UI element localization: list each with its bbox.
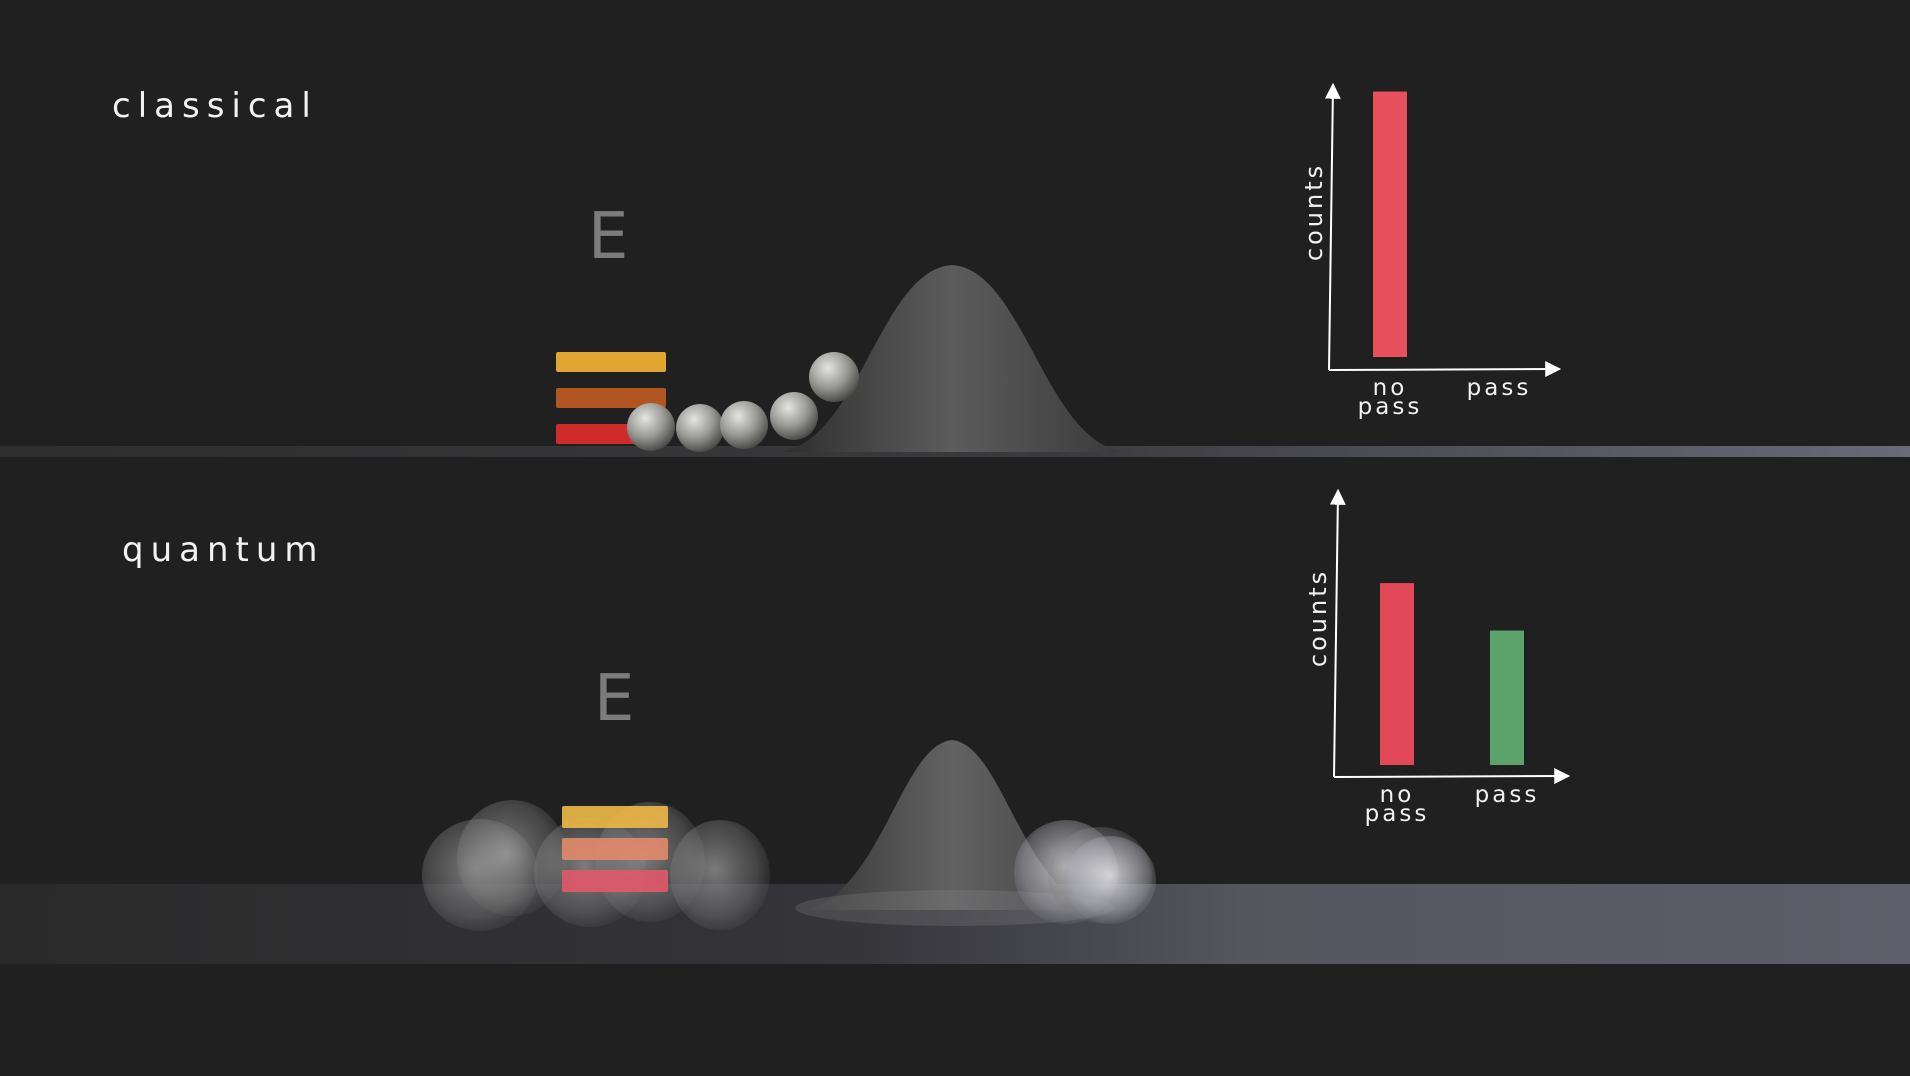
- quantum-title: quantum: [122, 530, 325, 570]
- classical-panel: [0, 265, 1910, 457]
- y-axis-label: counts: [1300, 163, 1328, 261]
- tick-label: pass: [1467, 375, 1532, 401]
- bar-no-pass: [1380, 583, 1414, 765]
- particle: [720, 401, 768, 449]
- wavepacket-right: [1014, 820, 1156, 924]
- quantum-energy-label: E: [594, 662, 635, 736]
- y-axis-label: counts: [1304, 569, 1332, 667]
- tick-label: pass: [1475, 782, 1540, 808]
- classical-counts-chart: counts no pass pass: [1300, 82, 1562, 420]
- quantum-counts-chart: counts no pass pass: [1304, 488, 1571, 827]
- particle: [627, 403, 675, 451]
- energy-level-high: [556, 352, 666, 372]
- particle: [770, 392, 818, 440]
- classical-barrier: [780, 265, 1124, 452]
- classical-energy-label: E: [588, 200, 629, 274]
- wavepacket-cloud: [1064, 836, 1156, 924]
- tick-label: no pass: [1358, 375, 1423, 420]
- classical-particles: [627, 352, 859, 452]
- quantum-panel: [0, 740, 1910, 964]
- energy-level-mid: [556, 388, 666, 408]
- tick-labels: no pass pass: [1358, 375, 1532, 420]
- energy-level-low: [562, 870, 668, 892]
- tick-labels: no pass pass: [1365, 782, 1540, 827]
- energy-level-mid: [562, 838, 668, 860]
- classical-title: classical: [112, 86, 318, 126]
- bar-pass: [1490, 630, 1524, 765]
- energy-level-high: [562, 806, 668, 828]
- particle: [809, 352, 859, 402]
- x-axis: [1333, 768, 1571, 785]
- wavepacket-cloud: [670, 820, 770, 930]
- particle: [676, 404, 724, 452]
- y-axis: [1329, 488, 1346, 778]
- quantum-energy-levels: [562, 806, 668, 892]
- bars: [1380, 583, 1524, 765]
- bar-no-pass: [1373, 91, 1407, 357]
- tick-label: no pass: [1365, 782, 1430, 827]
- x-axis: [1328, 361, 1562, 378]
- bars: [1373, 91, 1407, 357]
- y-axis: [1324, 82, 1341, 371]
